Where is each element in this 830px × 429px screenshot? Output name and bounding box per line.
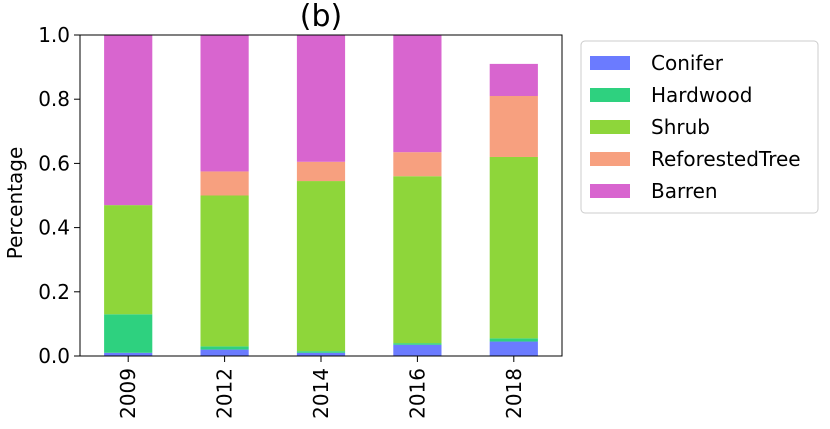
legend-label-shrub: Shrub [651, 115, 710, 139]
chart-title: (b) [300, 0, 342, 34]
x-tick-label: 2012 [213, 368, 237, 419]
bar-reforestedtree-2018 [489, 95, 538, 157]
bar-shrub-2012 [200, 195, 249, 347]
legend-swatch-hardwood [590, 88, 630, 102]
bar-hardwood-2016 [393, 343, 442, 345]
bar-hardwood-2012 [200, 346, 249, 350]
legend-swatch-conifer [590, 56, 630, 70]
bar-conifer-2014 [296, 352, 346, 356]
x-tick-label: 2018 [502, 368, 526, 419]
y-tick-label: 0.6 [38, 151, 70, 175]
bar-conifer-2016 [393, 344, 442, 356]
bar-conifer-2018 [489, 341, 538, 356]
bar-barren-2012 [200, 35, 249, 172]
bar-shrub-2014 [296, 181, 346, 352]
bar-shrub-2009 [104, 205, 153, 315]
bar-reforestedtree-2014 [296, 161, 346, 182]
legend-swatch-reforestedtree [590, 152, 630, 166]
bar-reforestedtree-2016 [393, 152, 442, 177]
bar-reforestedtree-2012 [200, 171, 249, 196]
legend-label-barren: Barren [651, 179, 718, 203]
y-tick-label: 0.4 [38, 216, 70, 240]
y-tick-label: 0.8 [38, 87, 70, 111]
bar-barren-2014 [296, 35, 346, 162]
bar-barren-2018 [489, 63, 538, 96]
y-tick-label: 0.0 [38, 344, 70, 368]
legend-swatch-shrub [590, 120, 630, 134]
y-axis-label: Percentage [3, 147, 27, 260]
x-tick-label: 2009 [116, 368, 140, 419]
bar-hardwood-2018 [489, 338, 538, 342]
legend-label-conifer: Conifer [651, 51, 724, 75]
bar-barren-2016 [393, 35, 442, 153]
bar-barren-2009 [104, 35, 153, 206]
legend-frame [580, 40, 819, 214]
x-tick-label: 2016 [405, 368, 429, 419]
legend-label-reforestedtree: ReforestedTree [651, 147, 801, 171]
legend-label-hardwood: Hardwood [651, 83, 752, 107]
axes-layer: 0.0 0.2 0.4 0.6 0.8 1.0 2009 2012 2014 2016 2018 [38, 23, 563, 419]
bar-conifer-2012 [200, 349, 249, 356]
bar-hardwood-2014 [296, 351, 346, 353]
y-tick-label: 0.2 [38, 280, 70, 304]
x-tick-label: 2014 [309, 368, 333, 419]
bar-shrub-2018 [489, 156, 538, 339]
bar-hardwood-2009 [104, 314, 153, 353]
y-tick-label: 1.0 [38, 23, 70, 47]
bar-shrub-2016 [393, 176, 442, 344]
bar-conifer-2009 [104, 352, 153, 356]
legend: Conifer Hardwood Shrub ReforestedTree Barren [580, 40, 819, 214]
bars-layer [104, 35, 538, 356]
legend-swatch-barren [590, 184, 630, 198]
